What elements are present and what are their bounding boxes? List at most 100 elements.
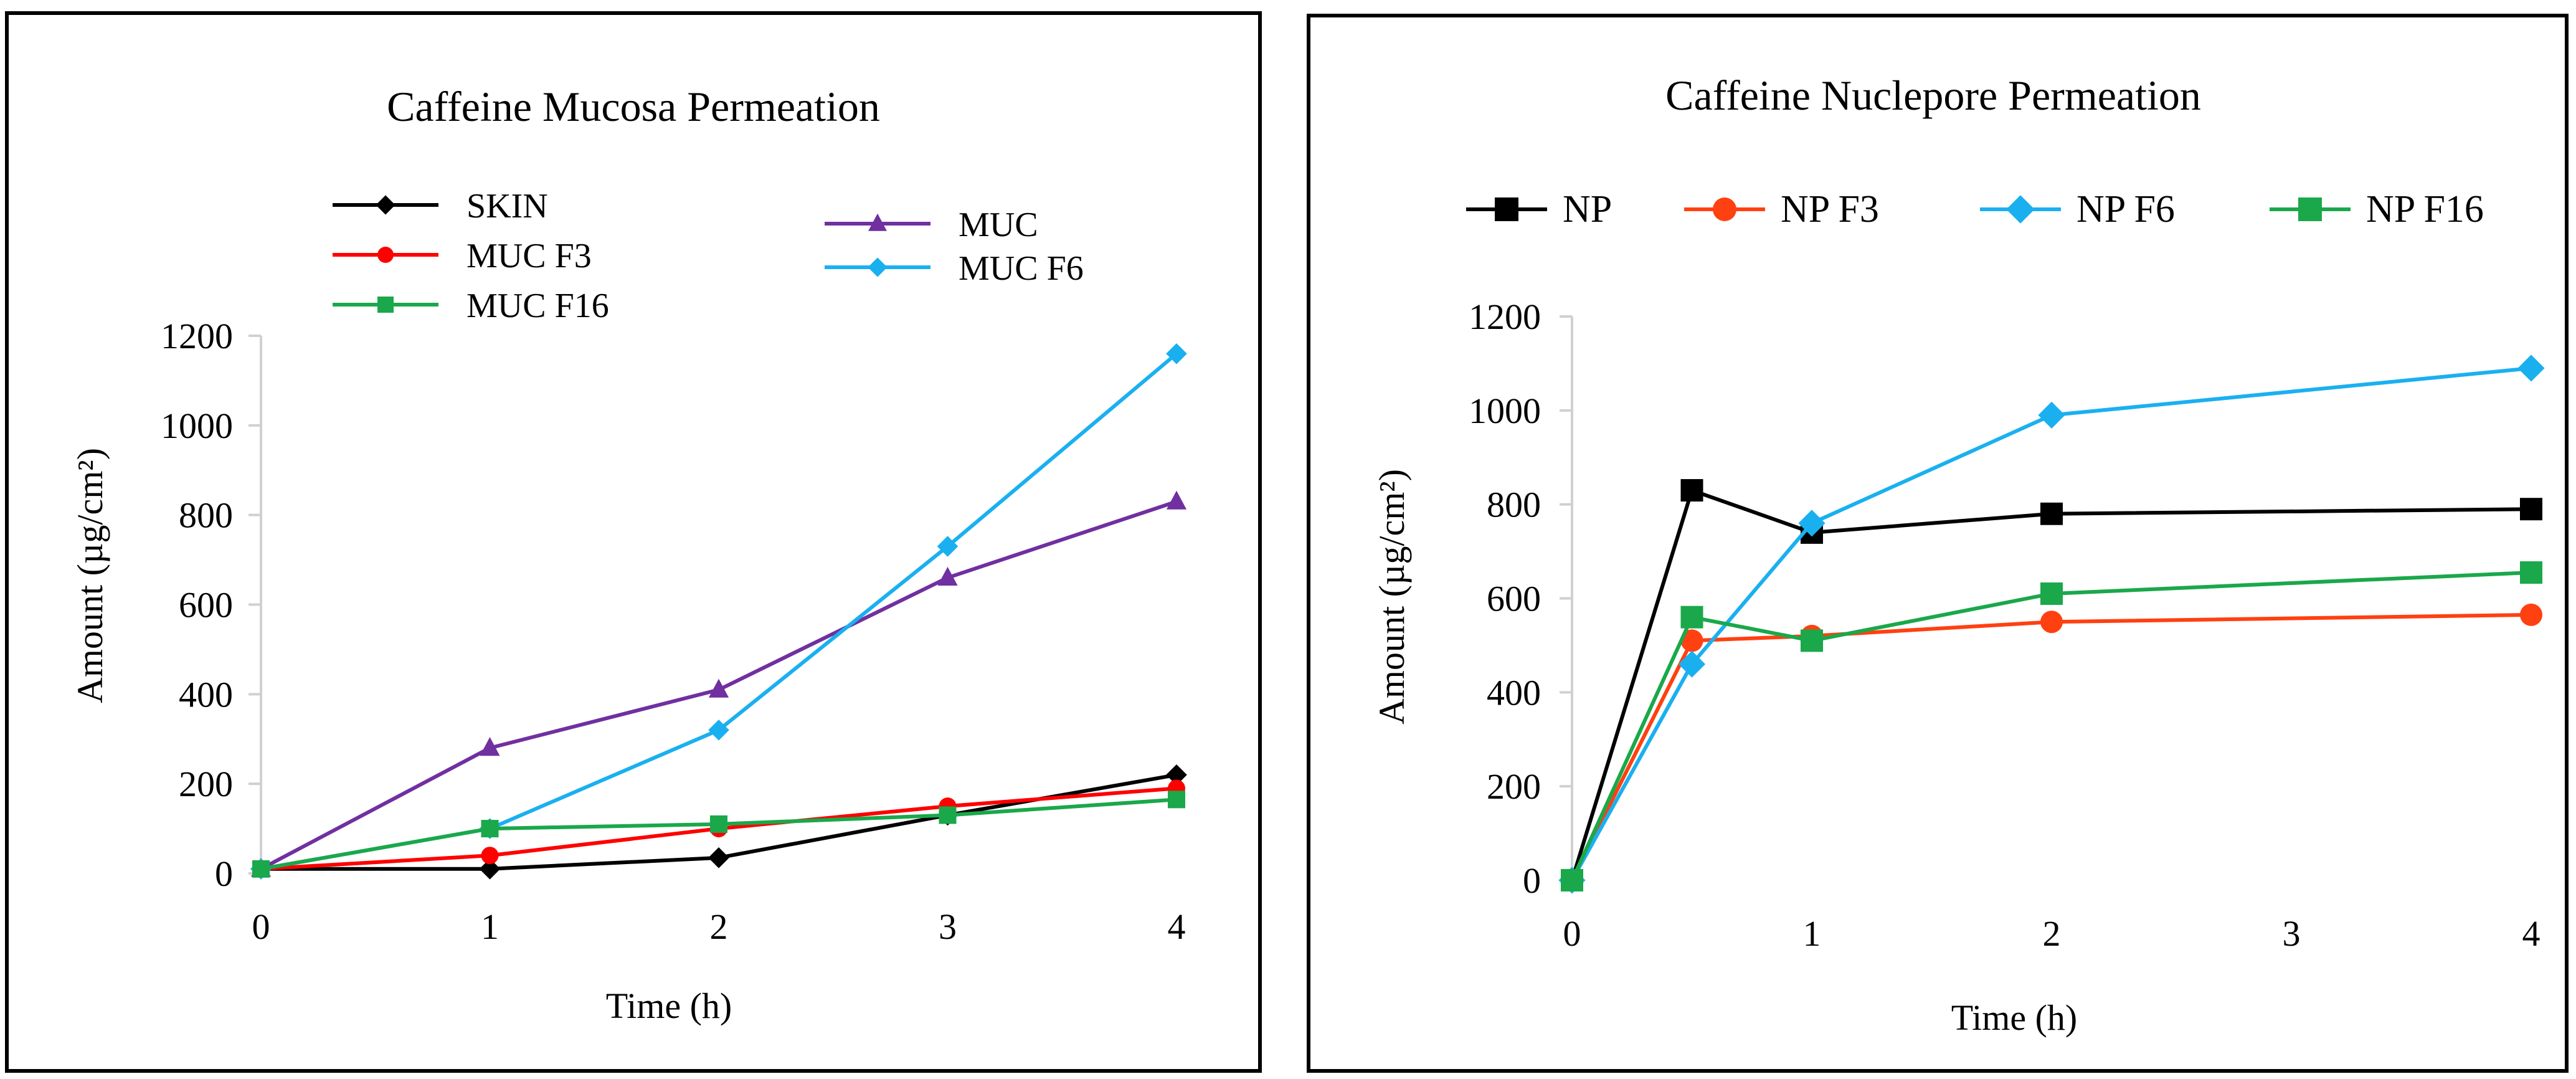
data-point-np-f16 [1801,629,1823,652]
y-tick-label: 400 [1487,672,1541,713]
legend-label: SKIN [466,187,548,226]
legend-item-np-f3: NP F3 [1684,188,1879,231]
legend-marker [2006,195,2035,224]
data-point-muc [937,566,958,586]
x-tick-label: 3 [939,906,957,947]
y-tick-label: 600 [179,585,233,625]
legend-label: MUC F6 [959,249,1084,288]
legend-item-np-f6: NP F6 [1980,188,2175,231]
data-point-np-f6 [1678,650,1706,678]
legend: SKIN MUC F3 MUC F16 MUC MUC F6 [333,187,1084,325]
legend-marker [376,195,395,215]
chart-nuclepore: Caffeine Nuclepore Permeation NP NP F3 NP … [1371,72,2545,1038]
data-point-skin [708,847,729,868]
data-point-muc [708,678,729,698]
data-point-muc-f16 [252,860,270,878]
y-tick-label: 0 [215,853,233,894]
data-point-muc [480,737,500,756]
data-point-muc-f16 [1168,791,1185,809]
data-point-muc-f6 [1166,343,1187,364]
legend-label: NP [1563,188,1612,231]
x-tick-label: 1 [1803,913,1821,954]
y-tick-label: 1200 [1469,297,1541,337]
data-point-np-f16 [2520,561,2542,584]
data-point-skin [479,858,501,880]
legend-marker [868,257,888,277]
data-point-muc-f16 [481,820,499,838]
legend-item-muc: MUC [825,206,1038,244]
data-point-skin [1166,764,1187,786]
data-point-np-f16 [1561,869,1583,891]
legend-label: NP F3 [1781,188,1879,231]
y-tick-label: 200 [179,764,233,804]
legend-label: MUC F16 [466,287,609,325]
data-point-np-f3 [2520,603,2542,626]
x-tick-label: 4 [1168,906,1186,947]
data-point-np [2520,498,2542,521]
series-np-f16 [1561,561,2542,891]
x-tick-label: 0 [252,906,270,947]
data-point-np-f6 [2517,354,2545,382]
legend-item-skin: SKIN [333,187,548,226]
series-line-np-f3 [1570,612,2532,882]
legend-item-muc-f16: MUC F16 [333,287,609,325]
x-tick-label: 2 [2043,913,2061,954]
data-point-muc-f16 [710,815,727,833]
legend-marker [377,247,394,263]
data-point-muc [1166,490,1187,510]
y-tick-label: 800 [1487,485,1541,525]
x-tick-label: 2 [710,906,728,947]
y-axis-label: Amount (µg/cm²) [1371,469,1412,725]
chart-mucosa: Caffeine Mucosa Permeation SKIN MUC F3 MUC… [70,83,1187,1026]
series-group [250,343,1187,880]
legend-marker [2298,197,2322,221]
chart-title: Caffeine Mucosa Permeation [387,83,880,130]
legend-item-muc-f3: MUC F3 [333,237,592,275]
data-point-muc-f6 [708,720,729,741]
data-point-muc-f6 [937,536,959,557]
y-tick-label: 1000 [161,406,233,446]
x-axis-label: Time (h) [606,986,732,1026]
axes: 0 200 400 600 800 1000 1200 0 1 2 3 4 [1469,297,2540,954]
legend-label: NP F16 [2366,188,2484,231]
series-group [1558,354,2545,894]
y-tick-label: 800 [179,495,233,536]
x-tick-label: 0 [1563,913,1581,954]
series-muc-f16 [252,791,1185,878]
legend-marker [1495,197,1518,221]
y-tick-label: 1000 [1469,391,1541,431]
data-point-muc-f3 [481,847,499,865]
x-tick-label: 1 [481,906,499,947]
legend-label: MUC [959,206,1038,244]
series-np [1561,479,2542,891]
chart-panel-mucosa: Caffeine Mucosa Permeation SKIN MUC F3 MUC… [5,11,1262,1073]
legend-marker [1713,197,1736,221]
axes: 0 200 400 600 800 1000 1200 0 1 2 3 4 [161,316,1186,947]
data-point-np-f6 [2038,401,2065,429]
data-point-np [1680,479,1703,502]
legend-label: NP F6 [2076,188,2175,231]
legend-marker [377,297,394,313]
legend-label: MUC F3 [466,237,592,275]
data-point-np-f16 [1680,606,1703,629]
chart-title: Caffeine Nuclepore Permeation [1665,72,2201,119]
data-point-np-f6 [1798,510,1825,537]
y-tick-label: 200 [1487,766,1541,807]
x-tick-label: 3 [2283,913,2301,954]
y-tick-label: 1200 [161,316,233,356]
y-tick-label: 0 [1523,860,1541,901]
data-point-np-f3 [1680,629,1703,652]
legend-item-muc-f6: MUC F6 [825,249,1084,288]
y-axis-label: Amount (µg/cm²) [70,448,110,703]
data-point-np [2040,502,2063,525]
x-tick-label: 4 [2522,913,2540,954]
series-line-np [1570,488,2532,881]
legend-item-np-f16: NP F16 [2270,188,2484,231]
y-tick-label: 600 [1487,579,1541,619]
series-np-f6 [1558,354,2545,894]
series-line-muc-f6 [260,352,1178,871]
legend: NP NP F3 NP F6 NP F16 [1466,188,2484,231]
legend-item-np: NP [1466,188,1612,231]
data-point-np-f3 [2040,611,2063,634]
chart-panel-nuclepore: Caffeine Nuclepore Permeation NP NP F3 NP … [1307,14,2569,1073]
